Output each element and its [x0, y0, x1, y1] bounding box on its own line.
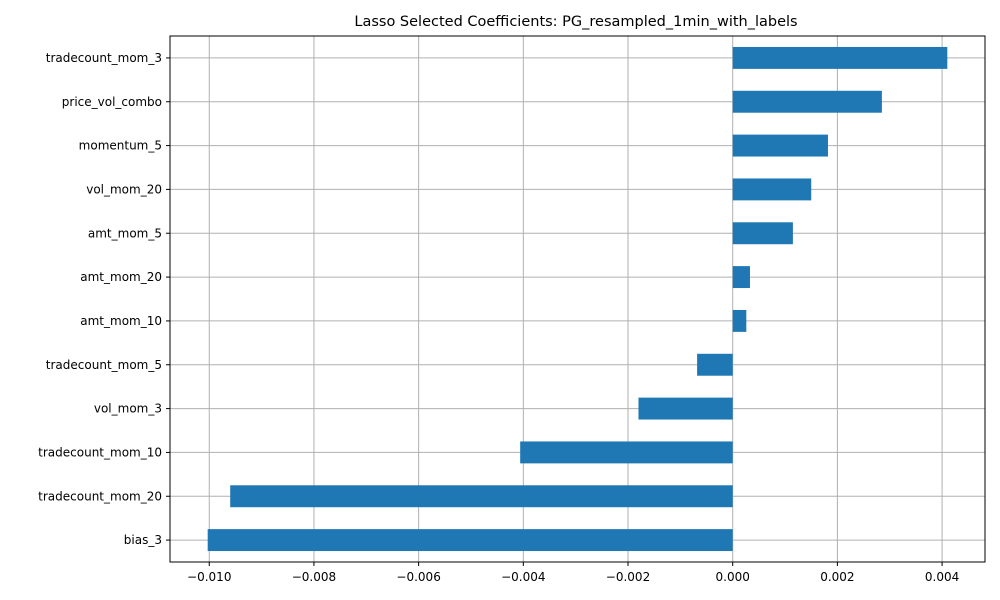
y-tick-label: vol_mom_20	[86, 182, 162, 196]
x-tick-label: −0.008	[292, 570, 336, 584]
bar	[207, 529, 733, 552]
x-axis: −0.010 −0.008 −0.006 −0.004 −0.002 0.000 0.002…	[187, 562, 959, 584]
y-axis: tradecount_mom_3 price_vol_combo momentum_…	[38, 51, 170, 547]
grid-layer	[170, 36, 985, 562]
y-tick-label: momentum_5	[79, 139, 162, 153]
bar	[732, 178, 812, 201]
x-tick-label: −0.004	[501, 570, 545, 584]
bar	[732, 222, 793, 245]
y-tick-label: tradecount_mom_3	[46, 51, 162, 65]
bar	[638, 397, 733, 420]
chart-title: Lasso Selected Coefficients: PG_resample…	[354, 14, 797, 30]
bar	[732, 134, 828, 157]
x-tick-label: −0.010	[187, 570, 231, 584]
y-tick-label: tradecount_mom_5	[46, 358, 162, 372]
y-tick-label: tradecount_mom_20	[38, 489, 162, 503]
y-tick-label: amt_mom_10	[80, 314, 162, 328]
x-tick-label: 0.000	[716, 570, 750, 584]
bar	[230, 485, 733, 508]
bar	[732, 309, 747, 332]
y-tick-label: amt_mom_20	[80, 270, 162, 284]
y-tick-label: price_vol_combo	[62, 95, 162, 109]
x-tick-label: 0.002	[820, 570, 854, 584]
y-tick-label: vol_mom_3	[94, 402, 162, 416]
x-tick-label: 0.004	[925, 570, 959, 584]
bar	[520, 441, 733, 464]
y-tick-label: tradecount_mom_10	[38, 445, 162, 459]
bar	[732, 46, 948, 69]
bar	[732, 266, 750, 289]
plot-frame	[169, 35, 986, 563]
bar	[697, 353, 733, 376]
x-tick-label: −0.002	[606, 570, 650, 584]
y-tick-label: bias_3	[124, 533, 162, 547]
x-tick-label: −0.006	[396, 570, 440, 584]
bar	[732, 90, 882, 113]
y-tick-label: amt_mom_5	[88, 226, 162, 240]
bar-layer	[207, 46, 948, 552]
